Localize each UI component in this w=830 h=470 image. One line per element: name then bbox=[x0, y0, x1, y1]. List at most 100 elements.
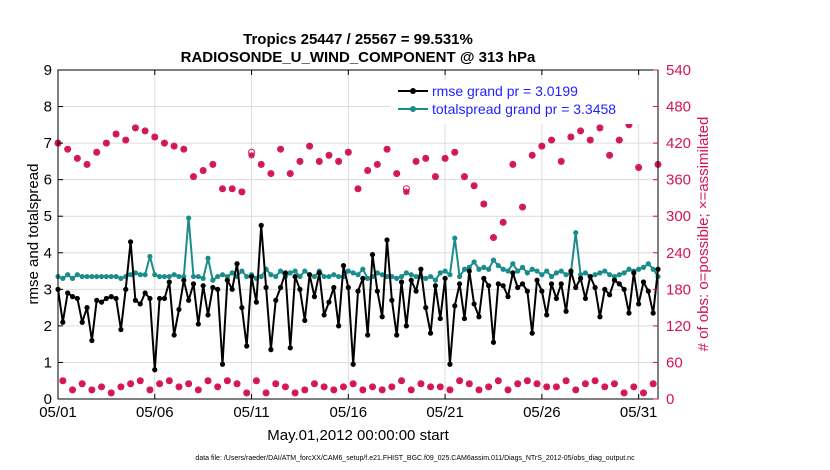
totalspread-point bbox=[607, 272, 613, 278]
totalspread-point bbox=[597, 270, 603, 276]
y-right-tick-label: 540 bbox=[666, 62, 691, 79]
y-tick-label: 0 bbox=[44, 391, 52, 408]
rmse-point bbox=[379, 314, 385, 320]
obs-assimilated-marker bbox=[282, 383, 289, 391]
totalspread-point bbox=[152, 272, 158, 278]
obs-assimilated-marker bbox=[277, 146, 284, 153]
rmse-point bbox=[287, 345, 293, 351]
totalspread-point bbox=[495, 262, 501, 269]
totalspread-point bbox=[65, 272, 71, 278]
obs-assimilated-marker bbox=[117, 383, 125, 391]
obs-assimilated-marker bbox=[509, 161, 517, 168]
y-tick-label: 8 bbox=[44, 99, 52, 116]
x-tick-label: 05/26 bbox=[523, 404, 561, 421]
rmse-point bbox=[210, 284, 216, 291]
totalspread-point bbox=[447, 272, 453, 278]
plot-area bbox=[58, 70, 658, 399]
totalspread-point bbox=[408, 272, 414, 278]
totalspread-point bbox=[113, 273, 119, 280]
y-right-tick-label: 480 bbox=[666, 99, 691, 116]
rmse-point bbox=[326, 299, 332, 305]
totalspread-point bbox=[331, 272, 337, 278]
totalspread-point bbox=[611, 273, 618, 280]
obs-assimilated-marker bbox=[359, 386, 367, 394]
rmse-point bbox=[374, 288, 380, 294]
totalspread-point bbox=[573, 230, 579, 236]
totalspread-point bbox=[365, 275, 371, 281]
totalspread-point bbox=[394, 275, 400, 281]
totalspread-point bbox=[616, 272, 622, 278]
obs-assimilated-marker bbox=[78, 380, 86, 387]
totalspread-point bbox=[166, 273, 172, 280]
obs-assimilated-marker bbox=[470, 182, 478, 189]
totalspread-point bbox=[60, 275, 66, 281]
totalspread-point bbox=[515, 268, 521, 274]
rmse-point bbox=[384, 237, 390, 243]
obs-assimilated-marker bbox=[301, 386, 308, 394]
obs-assimilated-marker bbox=[156, 380, 163, 387]
rmse-point bbox=[524, 288, 530, 294]
rmse-point bbox=[413, 288, 419, 294]
rmse-point bbox=[350, 361, 356, 367]
totalspread-point bbox=[268, 272, 274, 278]
totalspread-point bbox=[427, 273, 434, 280]
rmse-point bbox=[132, 297, 139, 303]
rmse-point bbox=[568, 268, 574, 274]
obs-assimilated-marker bbox=[485, 383, 492, 391]
totalspread-point bbox=[592, 272, 598, 278]
obs-assimilated-marker bbox=[170, 142, 178, 150]
obs-assimilated-marker bbox=[422, 155, 429, 162]
rmse-point bbox=[563, 308, 569, 314]
totalspread-point bbox=[287, 270, 293, 276]
totalspread-point bbox=[103, 273, 109, 280]
obs-assimilated-marker bbox=[374, 161, 381, 168]
rmse-point bbox=[558, 281, 564, 287]
obs-assimilated-marker bbox=[408, 386, 415, 394]
obs-markers bbox=[54, 109, 662, 397]
obs-assimilated-marker bbox=[340, 383, 347, 391]
rmse-point bbox=[282, 270, 289, 276]
y-tick-label: 5 bbox=[44, 208, 52, 225]
totalspread-point bbox=[510, 261, 516, 267]
totalspread-point bbox=[563, 272, 569, 278]
rmse-point bbox=[650, 310, 656, 316]
y-axis-right-label: # of obs: o=possible; ×=assimilated bbox=[695, 117, 712, 352]
obs-assimilated-marker bbox=[325, 152, 333, 159]
legend-totalspread-label: totalspread grand pr = 3.3458 bbox=[432, 101, 616, 117]
rmse-point bbox=[457, 281, 463, 287]
totalspread-point bbox=[147, 253, 153, 260]
rmse-point bbox=[219, 361, 226, 367]
obs-assimilated-marker bbox=[461, 173, 468, 180]
obs-assimilated-marker bbox=[253, 377, 260, 384]
rmse-point bbox=[631, 270, 637, 276]
rmse-point bbox=[636, 301, 642, 307]
totalspread-point bbox=[461, 266, 468, 272]
x-tick-label: 05/31 bbox=[620, 404, 658, 421]
totalspread-point bbox=[321, 273, 327, 280]
obs-assimilated-marker bbox=[258, 161, 265, 168]
totalspread-point bbox=[602, 268, 608, 274]
totalspread-point bbox=[548, 273, 555, 280]
totalspread-point bbox=[98, 273, 105, 280]
legend-box bbox=[390, 80, 652, 124]
rmse-point bbox=[123, 286, 129, 292]
x-tick-label: 05/21 bbox=[426, 404, 464, 421]
rmse-point bbox=[548, 281, 555, 287]
obs-assimilated-marker bbox=[296, 158, 304, 165]
totalspread-point bbox=[186, 215, 192, 221]
obs-assimilated-marker bbox=[175, 383, 183, 391]
totalspread-point bbox=[476, 266, 482, 272]
rmse-point bbox=[176, 306, 182, 313]
obs-assimilated-marker bbox=[398, 377, 405, 384]
obs-assimilated-marker bbox=[209, 161, 217, 168]
totalspread-point bbox=[423, 275, 429, 281]
obs-assimilated-marker bbox=[233, 380, 241, 387]
obs-assimilated-marker bbox=[528, 152, 536, 159]
obs-assimilated-marker bbox=[611, 380, 618, 387]
rmse-point bbox=[389, 297, 395, 303]
rmse-point bbox=[268, 347, 274, 353]
y-right-tick-label: 120 bbox=[666, 318, 691, 335]
obs-assimilated-marker bbox=[219, 185, 226, 193]
y-right-tick-label: 420 bbox=[666, 135, 691, 152]
rmse-point bbox=[181, 277, 187, 283]
